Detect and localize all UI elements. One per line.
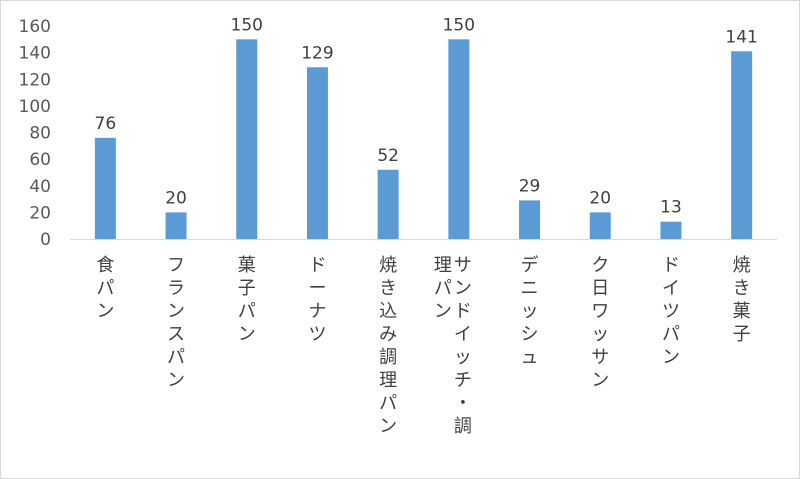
- category-label-9: 焼き菓子: [733, 255, 751, 345]
- data-label-9: 141: [725, 27, 757, 47]
- category-label-7: ク日ワッサン: [591, 255, 609, 391]
- bar-6: [519, 200, 541, 239]
- data-label-4: 52: [377, 146, 399, 166]
- y-tick-label-6: 120: [19, 70, 51, 90]
- y-tick-label-5: 100: [19, 97, 51, 117]
- y-tick-label-2: 40: [29, 177, 51, 197]
- category-labels: 食パン フランスパン 菓子パン ドーナツ 焼き込み調理パン サンドイッチ・調理パン デニッシ…: [96, 255, 750, 437]
- data-label-5: 150: [443, 15, 475, 35]
- data-labels: 76 20 150 129 52 150 29 20 13 141: [95, 15, 758, 217]
- data-label-1: 20: [165, 188, 187, 208]
- bar-8: [660, 221, 682, 239]
- bars: [94, 39, 753, 240]
- bar-7: [589, 212, 611, 239]
- category-label-6: デニッシュ: [521, 255, 539, 368]
- data-label-0: 76: [95, 114, 117, 134]
- category-label-5: サンドイッチ・調理パン: [434, 255, 472, 437]
- data-label-6: 29: [519, 176, 541, 196]
- category-label-3: ドーナツ: [308, 255, 326, 345]
- data-label-8: 13: [660, 198, 682, 218]
- y-tick-label-3: 60: [29, 150, 51, 170]
- data-label-2: 150: [231, 15, 263, 35]
- data-label-3: 129: [301, 43, 333, 63]
- bar-9: [731, 51, 753, 240]
- category-label-2: 菓子パン: [238, 255, 256, 345]
- y-tick-label-4: 80: [29, 124, 51, 144]
- data-label-7: 20: [589, 188, 611, 208]
- bar-0: [94, 137, 116, 239]
- bar-1: [165, 212, 187, 239]
- category-label-0: 食パン: [96, 255, 114, 322]
- category-label-1: フランスパン: [167, 255, 185, 391]
- bar-3: [306, 67, 328, 239]
- category-label-8: ドイツパン: [662, 255, 680, 368]
- y-tick-label-7: 140: [19, 44, 51, 64]
- y-tick-label-8: 160: [19, 17, 51, 37]
- bar-2: [236, 39, 258, 239]
- bar-4: [377, 169, 399, 239]
- y-tick-label-1: 20: [29, 203, 51, 223]
- y-tick-label-0: 0: [40, 230, 51, 250]
- bar-5: [448, 39, 470, 239]
- y-axis-ticks: 0 20 40 60 80 100 120 140 160: [19, 17, 51, 250]
- category-label-4: 焼き込み調理パン: [379, 255, 397, 437]
